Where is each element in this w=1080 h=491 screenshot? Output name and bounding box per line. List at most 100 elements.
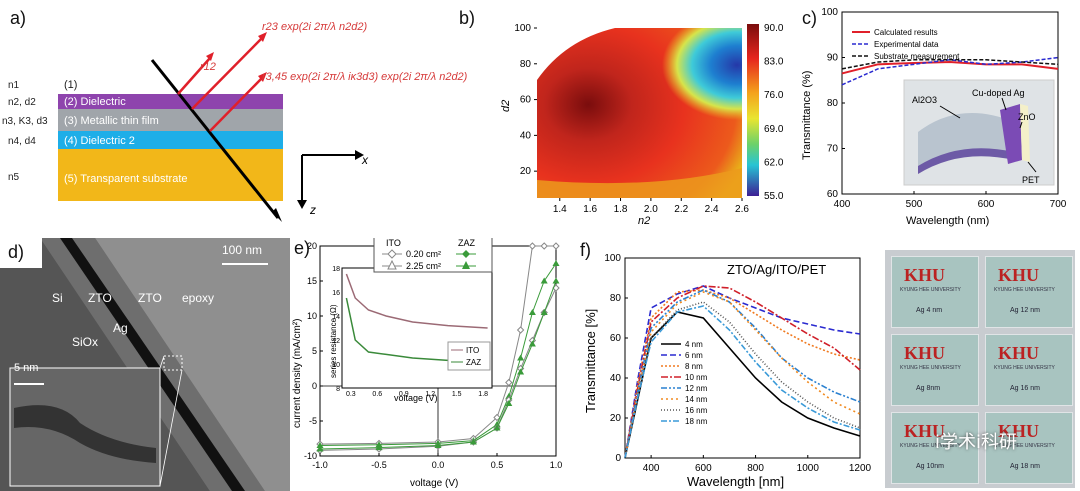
e-xtick-label: 0.0 (432, 460, 445, 470)
reflected-arrow-3 (258, 72, 267, 82)
e-marker (316, 445, 324, 452)
sample-university: KYUNG HEE UNIVERSITY (994, 287, 1055, 293)
axis-x-arrow (355, 150, 364, 160)
e-inset-ytick-label: 12 (332, 338, 340, 345)
f-ytick-label: 60 (610, 333, 622, 344)
panel-f-label: f) (580, 240, 591, 260)
panel-f: f) ZTO/Ag/ITO/PET 4 nm 6 nm 8 nm 10 nm 12 nm… (575, 238, 1080, 491)
layer-label-4: (4) Dielectric 2 (64, 135, 135, 147)
axis-z-arrow (297, 200, 307, 209)
sample-logo: KHU (904, 265, 946, 285)
legend-c-item-2: Experimental data (874, 40, 939, 49)
axis-x-label: x (361, 153, 369, 167)
e-marker (516, 326, 525, 334)
e-marker (528, 309, 536, 315)
legend-e-head-ito: ITO (386, 238, 401, 248)
e-inset-ytick-label: 16 (332, 290, 340, 297)
sample-photos: KHU KYUNG HEE UNIVERSITY Ag 4 nm KHU KYUNG H… (885, 250, 1075, 488)
panel-e: e) 0.3 0.6 0.9 1.2 1.5 1.8 8 10 12 14 16 18 ITO ZAZ… (290, 238, 575, 491)
e-ytick-label: -10 (304, 451, 317, 461)
sample-label: Ag 10nm (916, 463, 945, 470)
c-ytick-label: 60 (827, 189, 839, 200)
inset-label-pet: PET (1022, 175, 1040, 185)
tem-label-zto2: ZTO (138, 291, 162, 305)
panel-c: c) Al2O3 Cu-doped Ag ZnO PET Calculated … (800, 0, 1080, 230)
f-legend-item: 8 nm (685, 362, 703, 371)
b-xtick-label: 2.4 (705, 204, 719, 215)
e-series-line (319, 287, 557, 451)
e-marker (375, 444, 383, 451)
f-title: ZTO/Ag/ITO/PET (727, 262, 826, 277)
f-series-line (624, 305, 861, 459)
e-ytick-label: 15 (307, 276, 317, 286)
transmittance-chart-c: Al2O3 Cu-doped Ag ZnO PET Calculated res… (801, 7, 1067, 227)
sample-card: KHU KYUNG HEE UNIVERSITY Ag 18 nm (985, 412, 1073, 484)
inset-label-al2o3: Al2O3 (912, 95, 937, 105)
panel-d-label: d) (8, 242, 25, 262)
c-ylabel: Transmittance (%) (801, 71, 813, 160)
e-inset-ytick-label: 10 (332, 362, 340, 369)
tem-image (0, 238, 290, 491)
inset-label-zno: ZnO (1018, 112, 1036, 122)
e-marker (505, 400, 513, 406)
panel-e-label: e) (294, 238, 311, 258)
expr-1: r23 exp(2i 2π/λ n2d2) (262, 21, 367, 33)
panel-a-diagram: (1) (2) Dielectric (3) Metallic thin fil… (2, 21, 468, 222)
b-ytick-label: 40 (520, 130, 532, 141)
heatmap-xlabel: n2 (638, 215, 650, 227)
sample-logo: KHU (904, 343, 946, 363)
layer-label-3: (3) Metallic thin film (64, 115, 159, 127)
f-xtick-label: 1000 (797, 463, 820, 474)
layer-label-2: (2) Dielectric (64, 96, 126, 108)
sample-card: KHU KYUNG HEE UNIVERSITY Ag 8nm (891, 334, 979, 406)
f-xtick-label: 1200 (849, 463, 872, 474)
sample-logo: KHU (904, 421, 946, 441)
tem-label-siox: SiOx (72, 335, 99, 349)
b-ytick-label: 80 (520, 59, 532, 70)
e-marker (540, 277, 548, 284)
c-xtick-label: 600 (978, 199, 995, 210)
panel-c-label: c) (802, 8, 817, 28)
colorbar-tick-label: 69.0 (764, 124, 784, 135)
reflected-ray-2 (191, 37, 263, 110)
c-xlabel: Wavelength (nm) (906, 215, 989, 227)
layer-n-2: n2, d2 (8, 97, 36, 108)
e-marker (517, 368, 525, 375)
e-marker (469, 438, 477, 445)
e-xtick-label: 1.0 (550, 460, 563, 470)
e-xlabel: voltage (V) (410, 478, 458, 489)
e-inset-xtick-label: 0.9 (399, 391, 409, 398)
heatmap-ylabel: d2 (500, 100, 512, 112)
e-inset-ytick-label: 18 (332, 266, 340, 273)
e-inset-xtick-label: 1.8 (478, 391, 488, 398)
b-xtick-label: 2.0 (644, 204, 658, 215)
sample-university: KYUNG HEE UNIVERSITY (994, 365, 1055, 371)
tem-label-ag: Ag (113, 321, 128, 335)
f-series-line (624, 291, 861, 459)
panel-b: b) (455, 0, 800, 230)
layer-n-1: n1 (8, 80, 20, 91)
e-xtick-label: -1.0 (312, 460, 328, 470)
tem-label-zto1: ZTO (88, 291, 112, 305)
c-ytick-label: 70 (827, 144, 839, 155)
c-xtick-label: 500 (906, 199, 923, 210)
e-marker (540, 242, 548, 250)
legend-e-head-zaz: ZAZ (458, 238, 476, 248)
sample-label: Ag 12 nm (1010, 307, 1040, 314)
inset-illustration (903, 79, 1055, 186)
b-xtick-label: 2.6 (735, 204, 749, 215)
sample-card: KHU KYUNG HEE UNIVERSITY Ag 4 nm (891, 256, 979, 328)
iv-chart: 0.3 0.6 0.9 1.2 1.5 1.8 8 10 12 14 16 18 ITO ZAZ 0.… (292, 238, 563, 489)
legend-e-row-2: 2.25 cm² (406, 261, 441, 271)
b-xtick-label: 1.6 (583, 204, 597, 215)
e-marker (528, 242, 537, 250)
legend-c (852, 31, 870, 57)
layer-dielectric (58, 94, 283, 109)
f-legend-item: 10 nm (685, 373, 708, 382)
layer-n-5: n5 (8, 172, 20, 183)
f-ytick-label: 20 (610, 413, 622, 424)
reflected-ray-1 (177, 57, 211, 95)
f-series-line (624, 285, 861, 459)
reflected-arrow-1 (206, 52, 214, 61)
e-marker (493, 413, 501, 422)
